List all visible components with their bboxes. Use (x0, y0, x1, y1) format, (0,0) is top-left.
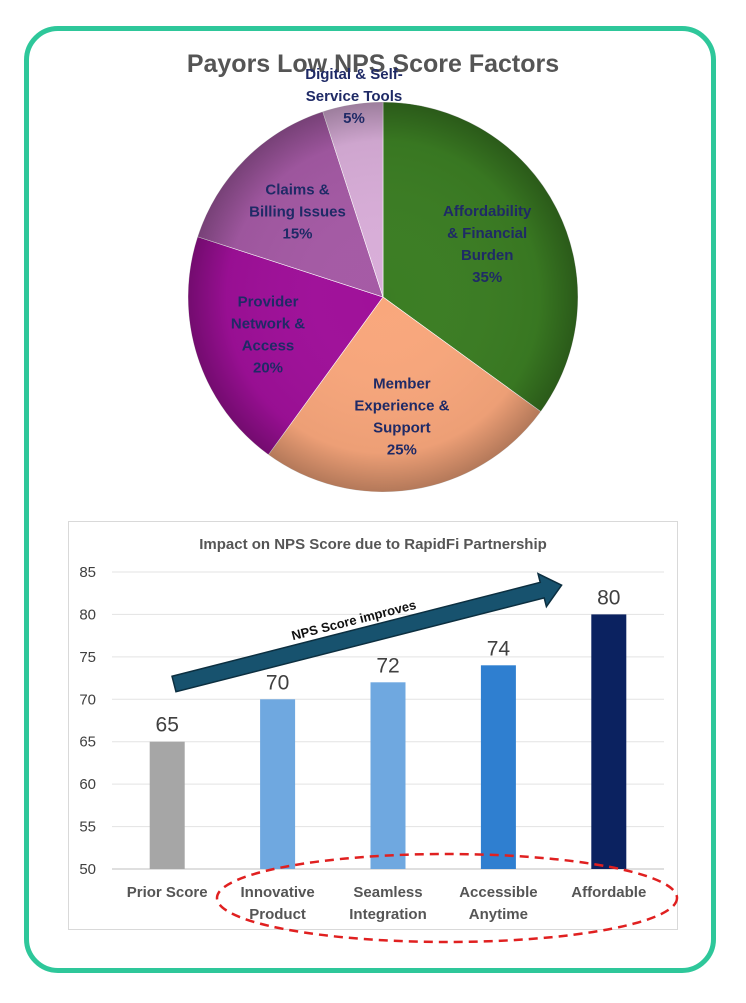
pie-chart: Affordability & Financial Burden 35% Member E… (187, 66, 579, 493)
pie-label-claims-billing-issues: Claims & Billing Issues 15% (249, 182, 346, 243)
bar-chart-panel (68, 521, 678, 930)
pie-label-digital-self-service-tools: Digital & Self-Service Tools 5% (305, 66, 403, 127)
pie-label-affordability-financial-burden: Affordability & Financial Burden 35% (443, 203, 532, 286)
pie-label-provider-network-access: Provider Network & Access 20% (231, 293, 305, 376)
pie-label-member-experience-support: Member Experience & Support 25% (354, 375, 449, 458)
pie-chart-title: Payors Low NPS Score Factors (186, 50, 560, 78)
